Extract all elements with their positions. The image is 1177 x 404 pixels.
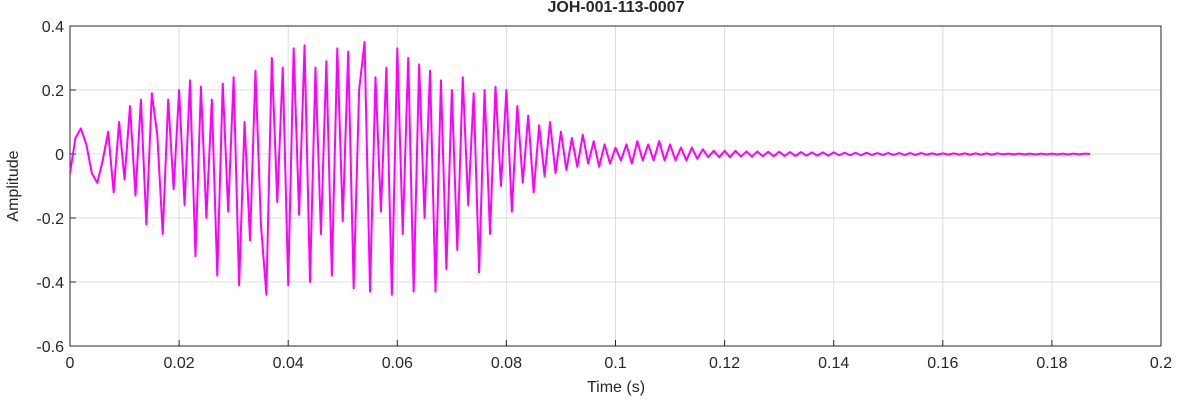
- x-tick-label: 0.08: [491, 355, 522, 372]
- y-tick-label: -0.6: [36, 339, 64, 356]
- plot-frame: [69, 25, 1162, 347]
- x-tick-label: 0.04: [273, 355, 304, 372]
- x-tick-label: 0.14: [818, 355, 849, 372]
- y-axis-label: Amplitude: [5, 150, 22, 221]
- x-axis-label: Time (s): [587, 379, 645, 396]
- y-tick-label: -0.4: [36, 275, 64, 292]
- x-tick-label: 0.02: [164, 355, 195, 372]
- x-tick-label: 0.12: [709, 355, 740, 372]
- x-tick-label: 0: [66, 355, 75, 372]
- y-tick-label: 0: [55, 147, 64, 164]
- x-tick-label: 0.18: [1036, 355, 1067, 372]
- x-tick-label: 0.16: [927, 355, 958, 372]
- waveform-line: [69, 41, 1091, 296]
- y-tick-label: 0.4: [42, 19, 64, 36]
- x-tick-label: 0.2: [1150, 355, 1172, 372]
- y-tick-label: 0.2: [42, 83, 64, 100]
- x-tick-label: 0.06: [382, 355, 413, 372]
- chart-title: JOH-001-113-0007: [548, 0, 685, 16]
- x-tick-label: 0.1: [604, 355, 626, 372]
- y-tick-label: -0.2: [36, 211, 64, 228]
